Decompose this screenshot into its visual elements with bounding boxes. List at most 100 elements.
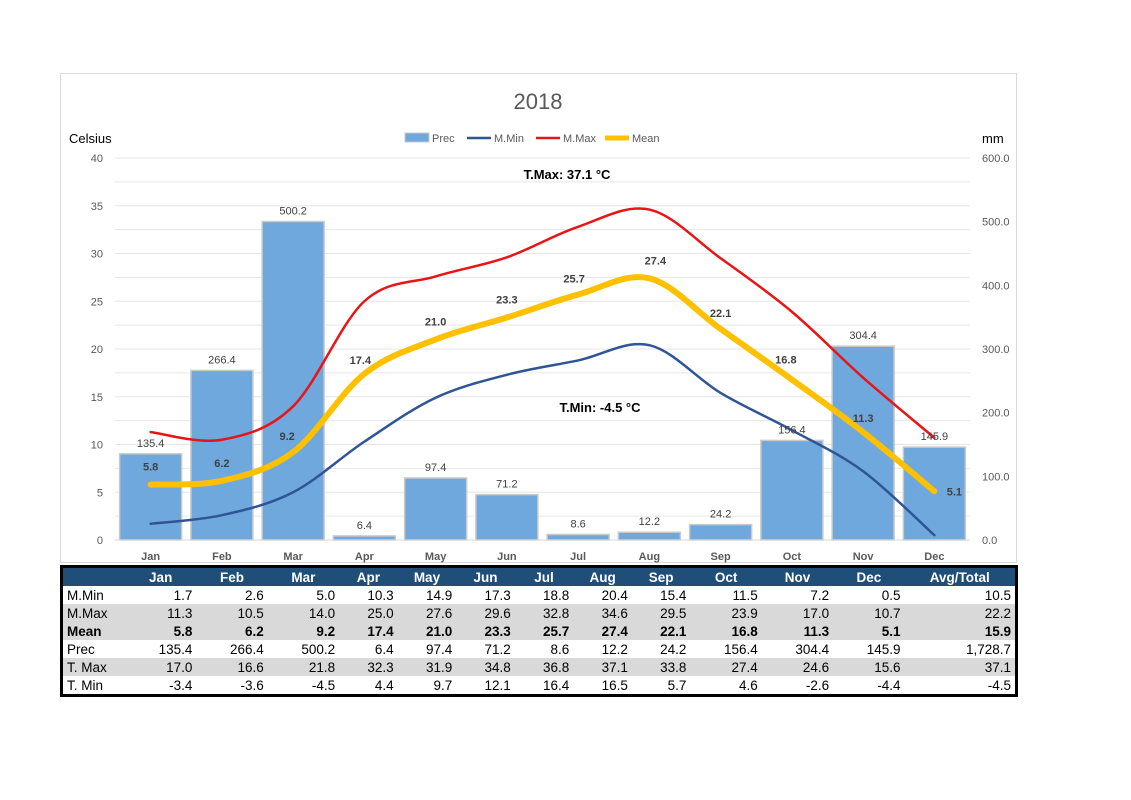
precipitation-data-label: 266.4 bbox=[208, 354, 236, 366]
table-cell: 8.6 bbox=[550, 641, 570, 657]
left-axis-tick-label: 30 bbox=[91, 249, 103, 261]
table-cell: 11.3 bbox=[761, 622, 834, 640]
precipitation-bar bbox=[617, 531, 682, 541]
table-cell: 16.8 bbox=[690, 622, 762, 640]
table-cell: -4.5 bbox=[987, 677, 1011, 693]
table-cell: 15.9 bbox=[904, 622, 1017, 640]
mmin-series-line bbox=[149, 342, 936, 537]
mean-data-label: 22.1 bbox=[710, 308, 731, 320]
table-row: Mean 5.8 6.2 9.2 17.4 21.0 23.3 25.7 27.4 22.1 16.… bbox=[61, 622, 1017, 640]
table-cell: 5.0 bbox=[316, 587, 336, 603]
climate-chart: 05101520253035400.0100.0200.0300.0400.05… bbox=[69, 89, 1010, 563]
mmax-series-line bbox=[149, 207, 936, 442]
table-header-cell: Jul bbox=[514, 566, 574, 586]
table-cell: 9.7 bbox=[433, 677, 453, 693]
mean-data-label: 23.3 bbox=[496, 294, 517, 306]
table-row: Prec 135.4 266.4 500.2 6.4 97.4 71.2 8.6 12.2 24.… bbox=[62, 640, 1017, 658]
table-cell: 10.5 bbox=[984, 587, 1011, 603]
legend-label: Prec bbox=[432, 133, 455, 145]
table-cell: 11.3 bbox=[125, 604, 197, 622]
table-header-cell: Sep bbox=[631, 566, 691, 586]
table-header-cell: Feb bbox=[196, 566, 268, 586]
table-cell: 34.8 bbox=[456, 658, 515, 676]
table-cell: 22.1 bbox=[631, 622, 691, 640]
table-cell: 1.7 bbox=[173, 587, 193, 603]
mean-data-label: 9.2 bbox=[279, 431, 294, 443]
legend-swatch-prec bbox=[404, 132, 430, 143]
right-axis-tick-label: 500.0 bbox=[982, 217, 1010, 229]
table-cell: 11.5 bbox=[732, 587, 758, 603]
table-cell: 9.2 bbox=[267, 622, 340, 640]
table-cell: 24.2 bbox=[660, 641, 687, 657]
table-cell: 33.8 bbox=[631, 658, 691, 676]
table-cell: 5.8 bbox=[125, 622, 197, 640]
table-cell: 6.2 bbox=[196, 622, 268, 640]
chart-frame bbox=[60, 73, 1017, 563]
tmin-annotation: T.Min: -4.5 °C bbox=[559, 400, 641, 415]
chart-title: 2018 bbox=[514, 89, 563, 114]
precipitation-data-label: 145.9 bbox=[921, 431, 949, 443]
mean-data-label: 17.4 bbox=[350, 355, 372, 367]
table-cell: 1,728.7 bbox=[965, 641, 1011, 657]
table-cell: 10.3 bbox=[367, 587, 394, 603]
table-cell: 27.4 bbox=[573, 622, 632, 640]
table-cell: 27.6 bbox=[397, 604, 457, 622]
table-header-cell: Apr bbox=[339, 566, 398, 586]
x-axis-tick-label: Mar bbox=[283, 551, 303, 563]
table-cell: 10.7 bbox=[833, 604, 905, 622]
table-cell: 21.0 bbox=[397, 622, 457, 640]
precipitation-data-label: 12.2 bbox=[639, 516, 660, 528]
precipitation-bar bbox=[688, 523, 753, 541]
precipitation-data-label: 24.2 bbox=[710, 509, 731, 521]
left-axis-tick-label: 0 bbox=[97, 535, 103, 547]
x-axis-tick-label: Jul bbox=[570, 551, 586, 563]
table-row: M.Min 1.7 2.6 5.0 10.3 14.9 17.3 18.8 20.4 15.4 11… bbox=[62, 586, 1017, 604]
mean-data-label: 21.0 bbox=[425, 316, 446, 328]
table-header-cell: Oct bbox=[690, 566, 762, 586]
legend-label: M.Min bbox=[494, 133, 524, 145]
table-cell: 71.2 bbox=[484, 641, 511, 657]
mean-data-label: 16.8 bbox=[775, 355, 796, 367]
table-cell: 36.8 bbox=[514, 658, 574, 676]
x-axis-tick-label: Feb bbox=[212, 551, 232, 563]
precipitation-data-label: 71.2 bbox=[496, 479, 517, 491]
table-cell: 37.1 bbox=[904, 658, 1017, 676]
legend-label: Mean bbox=[632, 133, 660, 145]
table-cell: 5.1 bbox=[833, 622, 905, 640]
precipitation-data-label: 304.4 bbox=[849, 330, 877, 342]
table-cell: 20.4 bbox=[601, 587, 628, 603]
left-axis-title: Celsius bbox=[69, 131, 112, 146]
table-cell: 32.8 bbox=[514, 604, 574, 622]
mean-series-line bbox=[147, 274, 938, 495]
x-axis-tick-label: Nov bbox=[853, 551, 875, 563]
table-cell: 156.4 bbox=[723, 641, 758, 657]
precipitation-bar bbox=[190, 369, 254, 541]
table-cell: 32.3 bbox=[339, 658, 398, 676]
mean-data-label: 25.7 bbox=[563, 274, 584, 286]
precipitation-data-label: 8.6 bbox=[570, 519, 585, 531]
table-cell: 7.2 bbox=[810, 587, 830, 603]
precipitation-bar bbox=[546, 533, 610, 541]
table-cell: 31.9 bbox=[397, 658, 457, 676]
table-cell: 17.4 bbox=[339, 622, 398, 640]
table-cell: 18.8 bbox=[543, 587, 570, 603]
mean-data-label: 11.3 bbox=[853, 413, 874, 425]
table-cell: 37.1 bbox=[573, 658, 632, 676]
right-axis-tick-label: 200.0 bbox=[982, 408, 1010, 420]
table-cell: 16.4 bbox=[543, 677, 570, 693]
table-cell: 17.0 bbox=[125, 658, 197, 676]
mean-data-label: 27.4 bbox=[645, 255, 667, 267]
table-row-label: T. Max bbox=[61, 658, 125, 676]
table-cell: 145.9 bbox=[866, 641, 901, 657]
precipitation-bar bbox=[475, 493, 539, 541]
right-axis-tick-label: 400.0 bbox=[982, 280, 1010, 292]
table-row-label: M.Max bbox=[61, 604, 125, 622]
table-cell: 16.6 bbox=[196, 658, 268, 676]
climate-data-table: Jan Feb Mar Apr May Jun Jul Aug Sep Oct Nov Dec Avg/… bbox=[60, 565, 1018, 697]
left-axis-tick-label: 40 bbox=[91, 153, 103, 165]
mean-data-label: 5.8 bbox=[143, 462, 158, 474]
table-header-cell: Nov bbox=[761, 566, 834, 586]
right-axis-tick-label: 0.0 bbox=[982, 535, 997, 547]
table-cell: 5.7 bbox=[667, 677, 687, 693]
table-cell: 97.4 bbox=[425, 641, 453, 657]
